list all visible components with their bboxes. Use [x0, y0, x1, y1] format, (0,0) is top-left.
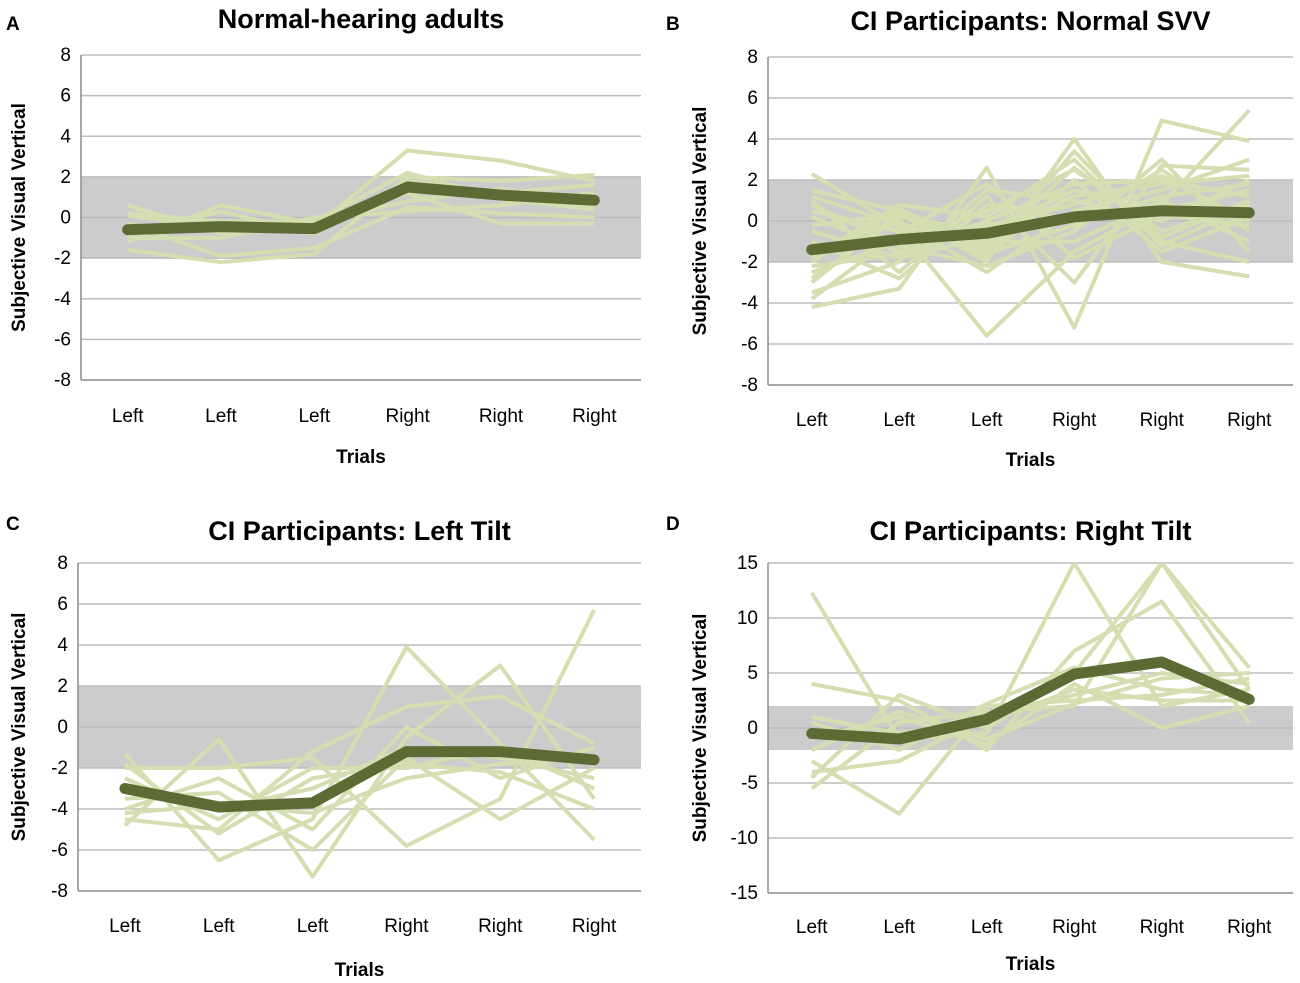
panel-letter-d: D — [666, 514, 680, 535]
panel-d-x-tick-label: Left — [971, 917, 1003, 938]
panel-d-participant-line — [810, 671, 1250, 752]
panel-b-title: CI Participants: Normal SVV — [850, 6, 1210, 36]
panel-a-x-tick-label: Right — [572, 406, 617, 427]
panel-b-participant-line — [811, 182, 1250, 256]
panel-a-y-tick-label: 8 — [60, 45, 71, 66]
panel-b-y-tick-label: 0 — [747, 211, 758, 232]
panel-c-title: CI Participants: Left Tilt — [208, 516, 511, 546]
panel-a-y-tick-label: -6 — [54, 329, 71, 350]
panel-c-x-tick-label: Left — [109, 916, 141, 937]
panel-a-y-axis-label: Subjective Visual Vertical — [9, 103, 30, 332]
panel-a-x-tick-label: Right — [479, 406, 524, 427]
panel-a-x-axis-label: Trials — [336, 447, 386, 468]
panel-a-y-tick-label: -4 — [54, 289, 71, 310]
panel-b-y-tick-label: -8 — [741, 375, 758, 396]
panel-c-participant-line — [124, 694, 595, 832]
panel-c-x-tick-label: Left — [297, 916, 329, 937]
panel-c-y-tick-label: -6 — [51, 840, 68, 861]
panel-c-y-tick-label: 0 — [57, 717, 68, 738]
panel-a-x-tick-label: Left — [205, 406, 237, 427]
panel-c-y-tick-label: 6 — [57, 594, 68, 615]
panel-c-x-tick-label: Right — [384, 916, 429, 937]
panel-letter-c: C — [6, 514, 20, 535]
panel-c-x-tick-label: Right — [572, 916, 617, 937]
panel-a-participant-line — [127, 191, 595, 240]
panel-d-y-tick-label: 10 — [737, 608, 758, 629]
panel-c-y-tick-label: 8 — [57, 553, 68, 574]
panel-b-y-tick-label: -4 — [741, 293, 758, 314]
panel-b-y-tick-label: 6 — [747, 88, 758, 109]
panel-a-title: Normal-hearing adults — [218, 4, 505, 34]
panel-a-chart: -8 -6 -4 -2 0 2 4 6 8 Left Left Left Right Right Right… — [9, 4, 641, 468]
panel-c-participant-line — [124, 755, 596, 852]
panel-d-y-tick-label: 0 — [747, 718, 758, 739]
panel-a-participant-line — [127, 205, 595, 259]
panel-c-chart: -8 -6 -4 -2 0 2 4 6 8 Left Left Left Right Right Right… — [9, 516, 641, 981]
panel-d-participant-line — [811, 665, 1250, 752]
panel-letter-b: B — [666, 14, 680, 35]
panel-c-y-tick-label: -4 — [51, 799, 68, 820]
panel-b-x-tick-label: Right — [1140, 410, 1185, 431]
panel-c-y-tick-label: 2 — [57, 676, 68, 697]
panel-b-y-tick-label: -6 — [741, 334, 758, 355]
panel-b-chart: -8 -6 -4 -2 0 2 4 6 8 Left Left Left Right Right Right… — [690, 6, 1293, 471]
panel-c-x-tick-label: Left — [203, 916, 235, 937]
panel-a-y-tick-label: 2 — [60, 167, 71, 188]
panel-d-y-tick-label: -10 — [731, 828, 758, 849]
panel-a-x-tick-label: Left — [298, 406, 330, 427]
panel-a-y-tick-label: -2 — [54, 248, 71, 269]
panel-b-participant-line — [811, 173, 1251, 269]
panel-d-y-tick-label: -5 — [741, 773, 758, 794]
panel-c-y-tick-label: -2 — [51, 758, 68, 779]
panel-b-x-axis-label: Trials — [1006, 450, 1056, 471]
panel-d-y-tick-label: 15 — [737, 553, 758, 574]
panel-b-y-tick-label: 2 — [747, 170, 758, 191]
panel-b-x-tick-label: Right — [1227, 410, 1272, 431]
panel-c-x-axis-label: Trials — [335, 960, 385, 981]
panel-c-y-tick-label: 4 — [57, 635, 68, 656]
panel-b-x-tick-label: Right — [1052, 410, 1097, 431]
panel-d-x-tick-label: Right — [1140, 917, 1185, 938]
panel-d-x-axis-label: Trials — [1006, 954, 1056, 975]
panel-a-mean-line — [122, 181, 600, 236]
panel-b-participant-line — [811, 165, 1251, 248]
panel-d-y-tick-label: 5 — [747, 663, 758, 684]
panel-b-y-tick-label: -2 — [741, 252, 758, 273]
panel-b-x-tick-label: Left — [883, 410, 915, 431]
panel-d-x-tick-label: Right — [1052, 917, 1097, 938]
panel-a-y-tick-label: -8 — [54, 370, 71, 391]
panel-b-mean-line — [806, 205, 1255, 256]
panel-d-y-axis-label: Subjective Visual Vertical — [690, 614, 711, 843]
panel-a-y-tick-label: 0 — [60, 208, 71, 229]
panel-b-x-tick-label: Left — [796, 410, 828, 431]
panel-c-x-tick-label: Right — [478, 916, 523, 937]
panel-c-mean-line — [119, 746, 600, 813]
panel-a-x-tick-label: Right — [385, 406, 430, 427]
panel-b-y-tick-label: 4 — [747, 129, 758, 150]
panel-d-x-tick-label: Right — [1227, 917, 1272, 938]
panel-b-x-tick-label: Left — [971, 410, 1003, 431]
panel-d-participant-line — [811, 687, 1250, 736]
panel-b-y-tick-label: 8 — [747, 47, 758, 68]
panel-a-y-tick-label: 6 — [60, 86, 71, 107]
panel-a-x-tick-label: Left — [112, 406, 144, 427]
panel-d-x-tick-label: Left — [796, 917, 828, 938]
panel-d-y-tick-label: -15 — [731, 883, 758, 904]
panel-c-y-tick-label: -8 — [51, 881, 68, 902]
panel-d-chart: -15 -10 -5 0 5 10 15 Left Left Left Right Right Righ… — [690, 516, 1293, 975]
panel-letter-a: A — [6, 14, 20, 35]
panel-d-title: CI Participants: Right Tilt — [869, 516, 1191, 546]
panel-c-participant-line — [123, 663, 596, 879]
panel-c-y-axis-label: Subjective Visual Vertical — [9, 613, 30, 842]
panel-d-x-tick-label: Left — [883, 917, 915, 938]
panel-d-mean-line — [806, 656, 1255, 745]
panel-d-participant-line — [811, 682, 1250, 747]
panel-a-y-tick-label: 4 — [60, 126, 71, 147]
panel-d-participant-line — [810, 563, 1250, 741]
panel-b-participant-line — [810, 157, 1251, 260]
panel-b-y-axis-label: Subjective Visual Vertical — [690, 107, 711, 336]
